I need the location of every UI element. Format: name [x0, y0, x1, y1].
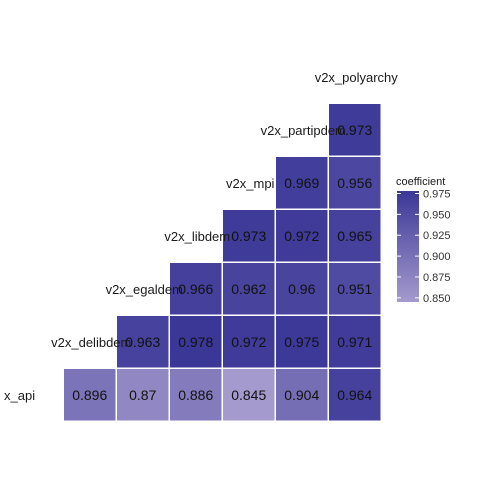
heatmap-cell — [170, 316, 222, 368]
heatmap-cell — [329, 263, 381, 315]
cell-value-label: 0.975 — [284, 334, 319, 350]
variable-label: v2x_polyarchy — [315, 70, 399, 85]
cell-value-label: 0.978 — [178, 334, 213, 350]
variable-label: x_api — [4, 388, 35, 403]
heatmap-cell — [223, 210, 275, 262]
heatmap-cell — [329, 157, 381, 209]
cell-value-label: 0.966 — [178, 281, 213, 297]
heatmap-cell — [64, 369, 116, 421]
variable-label: v2x_egaldem — [106, 282, 183, 297]
cell-value-label: 0.972 — [231, 334, 266, 350]
variable-label: v2x_libdem — [164, 229, 230, 244]
cell-value-label: 0.886 — [178, 387, 213, 403]
legend-tick-label: 0.900 — [423, 251, 451, 263]
variable-label: v2x_partipdem — [261, 123, 346, 138]
cell-value-label: 0.971 — [337, 334, 372, 350]
legend-tick-label: 0.950 — [423, 209, 451, 221]
cell-value-label: 0.963 — [125, 334, 160, 350]
cell-value-label: 0.969 — [284, 175, 319, 191]
heatmap-cell — [117, 316, 169, 368]
cell-value-label: 0.964 — [337, 387, 372, 403]
heatmap-cell — [276, 316, 328, 368]
cell-value-label: 0.973 — [337, 122, 372, 138]
heatmap-cell — [276, 263, 328, 315]
heatmap-cell — [223, 263, 275, 315]
variable-label: v2x_mpi — [226, 176, 275, 191]
heatmap-cell — [329, 369, 381, 421]
cell-value-label: 0.845 — [231, 387, 266, 403]
legend-colorbar — [397, 191, 419, 302]
variable-label: v2x_delibdem — [51, 335, 131, 350]
cell-value-label: 0.956 — [337, 175, 372, 191]
cell-value-label: 0.965 — [337, 228, 372, 244]
cell-value-label: 0.973 — [231, 228, 266, 244]
legend-tick-label: 0.875 — [423, 272, 451, 284]
heatmap-cell — [276, 157, 328, 209]
heatmap-cell — [223, 316, 275, 368]
cell-value-label: 0.972 — [284, 228, 319, 244]
cell-value-label: 0.951 — [337, 281, 372, 297]
legend-tick-label: 0.850 — [423, 293, 451, 305]
legend: coefficient 0.975 0.950 0.925 0.900 0.875 0.8… — [396, 176, 451, 305]
heatmap-cell — [276, 369, 328, 421]
heatmap-cell — [170, 369, 222, 421]
heatmap-cell — [329, 316, 381, 368]
legend-title: coefficient — [396, 176, 445, 188]
heatmap-cell — [170, 263, 222, 315]
cell-value-label: 0.96 — [288, 281, 315, 297]
cell-value-label: 0.896 — [72, 387, 107, 403]
heatmap-cell — [223, 369, 275, 421]
legend-ticks: 0.975 0.950 0.925 0.900 0.875 0.850 — [397, 189, 451, 305]
cell-value-label: 0.904 — [284, 387, 319, 403]
cell-value-label: 0.962 — [231, 281, 266, 297]
heatmap-cell — [329, 210, 381, 262]
heatmap-cell — [276, 210, 328, 262]
heatmap-cell — [117, 369, 169, 421]
heatmap-cell — [329, 104, 381, 156]
diagonal-labels: v2x_polyarchy v2x_partipdem v2x_mpi v2x_lib… — [4, 70, 398, 403]
heatmap-cells: 0.973 0.969 0.956 0.973 0.972 0.965 0.966 0.962… — [64, 104, 381, 421]
legend-tick-label: 0.975 — [423, 189, 451, 201]
cell-value-label: 0.87 — [129, 387, 156, 403]
legend-tick-label: 0.925 — [423, 230, 451, 242]
